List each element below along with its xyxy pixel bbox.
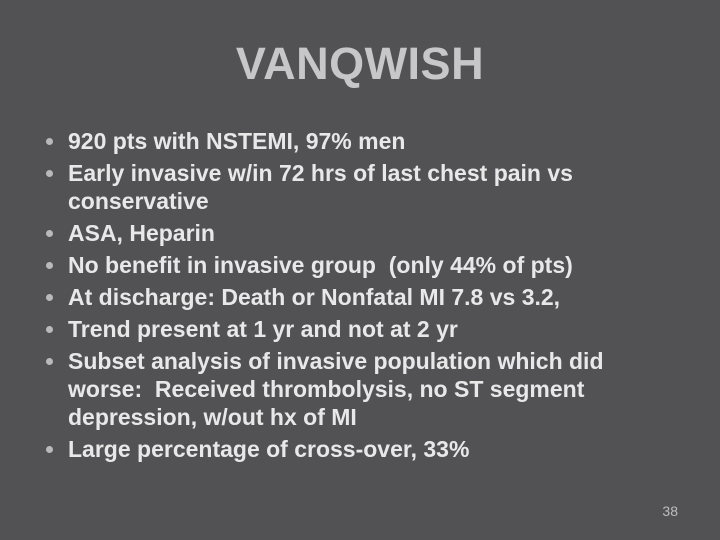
bullet-text: At discharge: Death or Nonfatal MI 7.8 v… [68,284,561,310]
bullet-dot [46,347,68,365]
bullet-dot [46,219,68,237]
bullet-item: 920 pts with NSTEMI, 97% men [46,127,666,155]
bullet-item: No benefit in invasive group (only 44% o… [46,251,666,279]
bullet-text: 920 pts with NSTEMI, 97% men [68,128,406,154]
bullet-item: Trend present at 1 yr and not at 2 yr [46,315,666,343]
bullet-dot [46,435,68,453]
bullet-text: No benefit in invasive group (only 44% o… [68,252,573,278]
bullet-item: Early invasive w/in 72 hrs of last chest… [46,159,666,215]
bullet-dot [46,283,68,301]
bullet-dot [46,251,68,269]
bullet-text: Subset analysis of invasive population w… [68,348,604,430]
bullet-dot [46,315,68,333]
bullet-text: Large percentage of cross-over, 33% [68,436,470,462]
slide-title: VANQWISH [235,38,485,89]
bullet-text: ASA, Heparin [68,220,215,246]
bullet-item: ASA, Heparin [46,219,666,247]
bullet-item: At discharge: Death or Nonfatal MI 7.8 v… [46,283,666,311]
bullet-item: Subset analysis of invasive population w… [46,347,666,431]
bullet-dot [46,127,68,145]
bullet-list: 920 pts with NSTEMI, 97% men Early invas… [46,127,666,467]
bullet-item: Large percentage of cross-over, 33% [46,435,666,463]
bullet-text: Early invasive w/in 72 hrs of last chest… [68,160,573,214]
bullet-text: Trend present at 1 yr and not at 2 yr [68,316,458,342]
bullet-dot [46,159,68,177]
slide-page-number: 38 [662,503,678,519]
